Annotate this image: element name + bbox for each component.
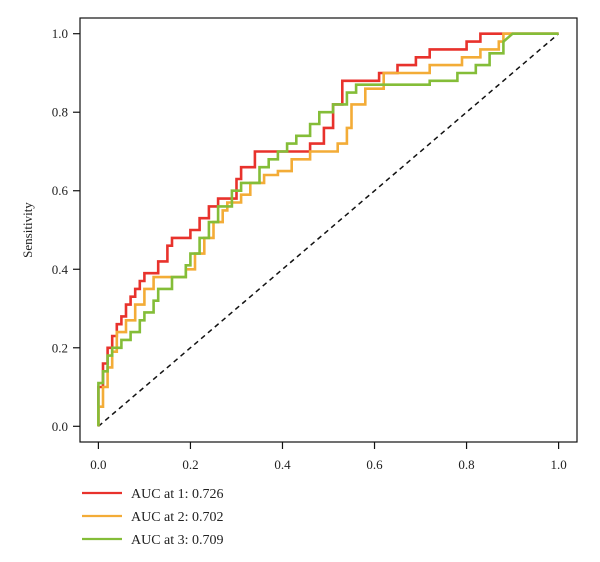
roc-line-series-2 [97, 32, 559, 427]
plot-frame [79, 17, 578, 443]
legend-label-series-1: AUC at 1: 0.726 [131, 487, 224, 502]
legend-label-series-3: AUC at 3: 0.709 [131, 533, 224, 548]
plot-area [97, 32, 560, 427]
y-tick-label: 0.2 [52, 340, 68, 355]
x-tick-label: 0.2 [182, 457, 198, 472]
x-tick-label: 1.0 [550, 457, 566, 472]
x-tick-label: 0.8 [458, 457, 474, 472]
legend-label-series-2: AUC at 2: 0.702 [131, 510, 224, 525]
x-tick-label: 0.0 [90, 457, 106, 472]
roc-line-series-1 [97, 32, 559, 427]
y-tick-label: 1.0 [52, 26, 68, 41]
y-tick-label: 0.6 [52, 183, 69, 198]
axes: 0.0 0.2 0.4 0.6 0.8 1.0 0.0 0.2 0.4 0.6 0.8 1.0 Sens… [20, 17, 578, 472]
x-tick-label: 0.6 [366, 457, 383, 472]
legend: AUC at 1: 0.726 AUC at 2: 0.702 AUC at 3: … [82, 487, 224, 548]
y-tick-label: 0.4 [52, 262, 69, 277]
y-axis-label: Sensitivity [20, 202, 35, 258]
y-tick-label: 0.8 [52, 105, 68, 120]
roc-line-series-3 [97, 32, 559, 427]
x-tick-label: 0.4 [274, 457, 291, 472]
y-tick-label: 0.0 [52, 419, 68, 434]
reference-diagonal-line [97, 33, 560, 427]
